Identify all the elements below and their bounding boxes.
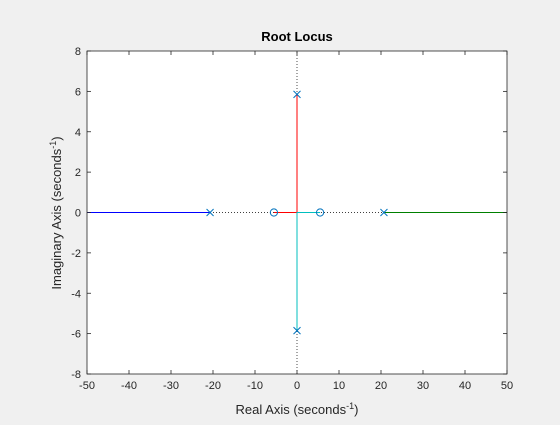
- chart-title: Root Locus: [261, 29, 333, 44]
- series-layer: [87, 94, 507, 331]
- x-ticks: -50 -40 -30 -20 -10 0 10 20 30 40 50: [79, 51, 513, 392]
- x-tick-label: 20: [375, 380, 387, 392]
- y-tick-label: 4: [75, 127, 81, 139]
- locus-branch-4: [296, 212, 321, 331]
- x-tick-label: -30: [163, 380, 179, 392]
- x-tick-label: 0: [294, 380, 300, 392]
- x-tick-label: 30: [417, 380, 429, 392]
- y-ticks: -8 -6 -4 -2 0 2 4 6 8: [71, 46, 507, 381]
- y-tick-label: 8: [75, 46, 81, 58]
- y-axis-title: Imaginary Axis (seconds-1): [48, 136, 64, 289]
- y-tick-label: 0: [75, 208, 81, 220]
- y-tick-label: 2: [75, 167, 81, 179]
- pole-marker-2: [380, 208, 388, 217]
- x-tick-label: 50: [501, 380, 513, 392]
- x-tick-label: -20: [205, 380, 221, 392]
- y-tick-label: -2: [71, 248, 81, 260]
- pole-marker-1: [206, 208, 214, 217]
- y-tick-label: -4: [71, 288, 81, 300]
- y-tick-label: -8: [71, 369, 81, 381]
- zero-marker-2: [316, 208, 325, 217]
- x-tick-label: -40: [121, 380, 137, 392]
- pole-marker-3: [293, 90, 301, 99]
- pole-marker-4: [293, 326, 301, 335]
- y-tick-label: -6: [71, 329, 81, 341]
- zero-marker-1: [269, 208, 278, 217]
- x-tick-label: 40: [459, 380, 471, 392]
- x-tick-label: -10: [247, 380, 263, 392]
- y-tick-label: 6: [75, 86, 81, 98]
- x-tick-label: 10: [333, 380, 345, 392]
- x-tick-label: -50: [79, 380, 95, 392]
- x-axis-title: Real Axis (seconds-1): [236, 401, 359, 417]
- marker-layer: [206, 90, 388, 335]
